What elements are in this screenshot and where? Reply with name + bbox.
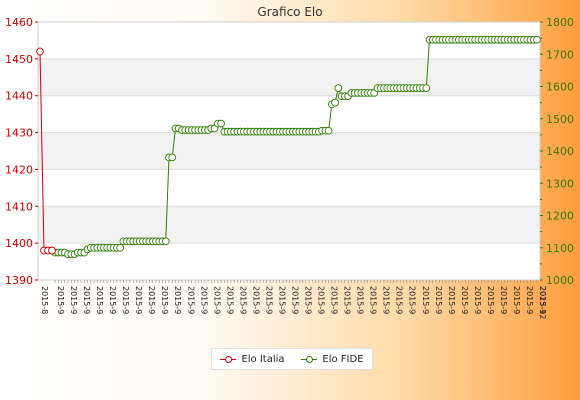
series-elo-italia	[36, 47, 56, 255]
elo-fide-point	[116, 243, 124, 252]
elo-italia-point	[36, 47, 44, 56]
x-tick-label: 2015-9	[317, 286, 326, 314]
x-tick-label: 2015-9	[251, 286, 260, 314]
x-tick-label: 2015-9	[538, 286, 547, 314]
right-tick-label: 1300	[546, 177, 574, 190]
x-tick-label: 2015-9	[408, 286, 417, 314]
elo-fide-point	[334, 84, 343, 92]
x-tick-label: 2015-9	[369, 286, 378, 314]
right-axis: 1800 1700 1600 1500 1400 1300 1200 1100 1000	[540, 16, 574, 287]
right-tick-label: 1100	[546, 242, 574, 255]
elo-fide-point	[533, 35, 541, 44]
elo-fide-point	[331, 98, 339, 107]
x-tick-label-first: 2015-8	[40, 286, 49, 314]
x-tick-label: 2015-9	[69, 286, 78, 314]
x-tick-label: 2015-9	[147, 286, 156, 314]
x-tick-label: 2015-9	[82, 286, 91, 314]
legend: Elo Italia Elo FIDE	[211, 348, 373, 370]
elo-fide-point	[168, 153, 177, 162]
left-axis: 1460 1450 1440 1430 1420 1410 1400 1390	[5, 16, 38, 287]
x-tick-label: 2015-9	[56, 286, 65, 314]
x-tick-label: 2015-9	[473, 286, 482, 314]
x-tick-label: 2015-9	[330, 286, 339, 314]
x-tick-label: 2015-9	[121, 286, 130, 314]
grid-band	[38, 58, 540, 96]
legend-item-elo-fide[interactable]: Elo FIDE	[301, 353, 364, 365]
right-tick-label: 1200	[546, 210, 574, 223]
right-tick-label: 1500	[546, 113, 574, 126]
x-tick-label: 2015-9	[356, 286, 365, 314]
x-tick-label: 2015-9	[212, 286, 221, 314]
x-tick-label: 2015-9	[238, 286, 247, 314]
elo-fide-point	[324, 126, 333, 135]
legend-label-elo-italia: Elo Italia	[241, 353, 285, 365]
elo-fide-point	[422, 84, 431, 92]
legend-swatch-red	[220, 355, 237, 363]
x-tick-label: 2015-9	[512, 286, 521, 314]
x-tick-label: 2015-9	[421, 286, 430, 314]
x-tick-label: 2015-9	[134, 286, 143, 314]
x-tick-label: 2015-9	[460, 286, 469, 314]
legend-item-elo-italia[interactable]: Elo Italia	[220, 353, 285, 365]
x-tick-label: 2015-9	[525, 286, 534, 314]
x-tick-label: 2015-9	[304, 286, 313, 314]
chart-title: Grafico Elo	[257, 5, 322, 19]
right-tick-label: 1600	[546, 81, 574, 94]
x-tick-label: 2015-9	[160, 286, 169, 314]
elo-italia-point	[48, 246, 56, 255]
left-tick-label: 1420	[5, 163, 33, 176]
x-axis: 2015-9 2015-9 2015-9 2015-9 2015-9 2015-9 2015…	[40, 280, 547, 319]
x-tick-label: 2015-9	[290, 286, 299, 314]
grid-band	[38, 206, 540, 244]
x-tick-label: 2015-9	[277, 286, 286, 314]
plot-area	[37, 21, 541, 281]
elo-fide-point	[217, 119, 225, 128]
x-tick-label-last: 2023-12	[538, 286, 547, 319]
legend-swatch-green	[301, 355, 318, 363]
legend-label-elo-fide: Elo FIDE	[322, 353, 364, 365]
x-tick-label: 2015-9	[395, 286, 404, 314]
x-tick-label: 2015-9	[434, 286, 443, 314]
left-tick-label: 1390	[5, 274, 33, 287]
x-tick-label: 2015-9	[343, 286, 352, 314]
left-tick-label: 1400	[5, 237, 33, 250]
x-tick-label: 2015-9	[225, 286, 234, 314]
elo-fide-point	[161, 237, 170, 246]
x-tick-label: 2015-9	[186, 286, 195, 314]
right-tick-label: 1400	[546, 145, 574, 158]
left-tick-label: 1460	[5, 16, 33, 29]
series-elo-fide	[51, 35, 541, 259]
right-tick-label: 1000	[546, 274, 574, 287]
right-tick-label: 1700	[546, 48, 574, 61]
left-tick-label: 1410	[5, 200, 33, 213]
x-tick-label: 2015-9	[173, 286, 182, 314]
left-tick-label: 1440	[5, 90, 33, 103]
x-tick-label: 2015-9	[499, 286, 508, 314]
x-tick-label: 2015-9	[108, 286, 117, 314]
left-tick-label: 1430	[5, 127, 33, 140]
x-tick-label: 2015-9	[447, 286, 456, 314]
x-tick-label: 2015-9	[382, 286, 391, 314]
left-tick-label: 1450	[5, 53, 33, 66]
x-tick-label: 2015-9	[95, 286, 104, 314]
x-tick-label: 2015-9	[264, 286, 273, 314]
grid-band	[38, 132, 540, 170]
x-tick-label: 2015-9	[486, 286, 495, 314]
x-tick-label: 2015-9	[199, 286, 208, 314]
right-tick-label: 1800	[546, 16, 574, 29]
